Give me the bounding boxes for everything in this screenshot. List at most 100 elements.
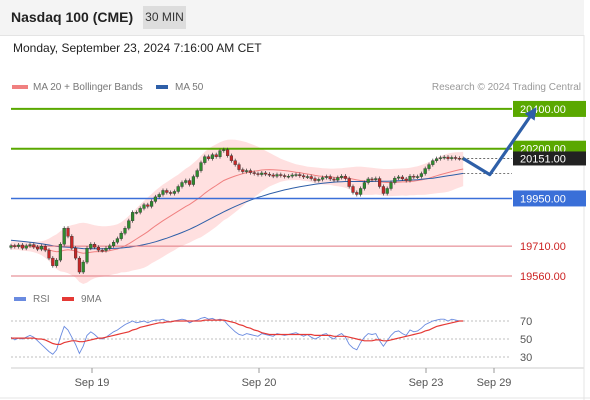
candle bbox=[229, 153, 233, 163]
candle-body bbox=[336, 177, 340, 181]
candle-body bbox=[359, 188, 363, 195]
projection-arrowhead bbox=[524, 107, 537, 121]
candle-body bbox=[73, 247, 78, 259]
candle-body bbox=[39, 245, 43, 250]
candle-body bbox=[20, 244, 24, 249]
candle-body bbox=[104, 247, 108, 251]
candle-body bbox=[225, 149, 230, 156]
candle-body bbox=[283, 175, 287, 177]
candle-body bbox=[92, 243, 97, 248]
candle bbox=[400, 174, 404, 181]
candle-body bbox=[321, 177, 325, 180]
timeframe-badge[interactable]: 30 MIN bbox=[143, 6, 186, 29]
candle-body bbox=[70, 236, 74, 249]
ma9-legend-label: 9MA bbox=[81, 294, 102, 305]
candle bbox=[438, 155, 442, 161]
candle-body bbox=[244, 170, 249, 172]
candle-body bbox=[111, 242, 116, 246]
candle bbox=[222, 147, 226, 153]
candle-body bbox=[115, 238, 119, 243]
candle-body bbox=[442, 156, 446, 159]
x-axis: Sep 19 Sep 20 Sep 23 Sep 29 bbox=[75, 368, 511, 389]
candle-body bbox=[427, 164, 431, 169]
candle-body bbox=[241, 169, 245, 172]
current-price-label: 20151.00 bbox=[520, 153, 566, 165]
candle bbox=[36, 244, 40, 252]
candle bbox=[153, 194, 157, 204]
candle-body bbox=[370, 178, 374, 181]
candle bbox=[214, 152, 218, 159]
candle bbox=[168, 190, 173, 196]
candle-body bbox=[279, 174, 283, 176]
candle-body bbox=[412, 175, 416, 178]
candle bbox=[431, 158, 435, 167]
candle bbox=[340, 174, 344, 180]
level-label-19950: 19950.00 bbox=[520, 193, 566, 205]
candle-body bbox=[374, 178, 378, 180]
candle-body bbox=[58, 243, 62, 261]
candle bbox=[241, 167, 245, 174]
main-legend: MA 20 + Bollinger Bands MA 50 Research ©… bbox=[12, 82, 581, 93]
candle-body bbox=[381, 186, 385, 194]
candle-body bbox=[275, 174, 279, 177]
candle-body bbox=[450, 157, 454, 159]
candle bbox=[328, 174, 332, 181]
candle bbox=[32, 242, 36, 249]
rsi-plot: 70 50 30 bbox=[10, 316, 532, 364]
candle bbox=[381, 184, 385, 196]
candle-body bbox=[233, 160, 237, 165]
candle bbox=[267, 172, 271, 177]
candle-body bbox=[264, 172, 268, 175]
candle bbox=[317, 177, 321, 183]
candle bbox=[146, 202, 150, 209]
candle bbox=[138, 206, 142, 215]
chart-datetime: Monday, September 23, 2024 7:16:00 AM CE… bbox=[13, 41, 262, 55]
candle bbox=[347, 176, 351, 189]
candle-body bbox=[149, 201, 154, 207]
candle-body bbox=[385, 188, 389, 194]
candle bbox=[237, 162, 241, 172]
candle bbox=[191, 174, 195, 187]
candle-body bbox=[146, 204, 150, 207]
candle-body bbox=[66, 228, 70, 237]
candle-body bbox=[393, 177, 397, 183]
candle bbox=[43, 244, 47, 253]
candle bbox=[324, 174, 328, 180]
candle-body bbox=[28, 244, 32, 246]
candle bbox=[123, 226, 127, 236]
candle-body bbox=[446, 156, 450, 159]
candle-body bbox=[51, 257, 55, 266]
candle bbox=[298, 172, 302, 178]
candle-body bbox=[317, 179, 321, 181]
candle bbox=[134, 210, 138, 215]
level-label-19710: 19710.00 bbox=[520, 241, 566, 253]
ma20-legend-label: MA 20 + Bollinger Bands bbox=[33, 82, 143, 93]
candle-body bbox=[222, 149, 226, 151]
candle bbox=[206, 154, 211, 161]
candle-body bbox=[271, 174, 275, 177]
candle-body bbox=[81, 261, 85, 273]
candle-body bbox=[389, 182, 393, 189]
candle bbox=[248, 168, 252, 175]
candle-body bbox=[123, 228, 127, 234]
candle-body bbox=[351, 186, 355, 193]
candle bbox=[119, 231, 123, 241]
candle bbox=[225, 147, 230, 158]
candle bbox=[446, 155, 450, 161]
candle bbox=[343, 174, 347, 181]
candle bbox=[294, 172, 298, 177]
candle-body bbox=[309, 176, 313, 179]
candle-body bbox=[305, 176, 309, 178]
level-label-19560: 19560.00 bbox=[520, 271, 566, 283]
candle bbox=[404, 176, 408, 183]
candle bbox=[332, 176, 336, 183]
candle bbox=[55, 258, 59, 268]
rsi-legend: RSI 9MA bbox=[14, 294, 102, 305]
candle-body bbox=[229, 155, 233, 161]
candle bbox=[47, 248, 51, 261]
candle bbox=[77, 256, 81, 275]
candle-body bbox=[176, 186, 180, 192]
instrument-title: Nasdaq 100 (CME) bbox=[11, 9, 134, 25]
candle bbox=[389, 180, 393, 191]
candle-body bbox=[378, 178, 382, 187]
